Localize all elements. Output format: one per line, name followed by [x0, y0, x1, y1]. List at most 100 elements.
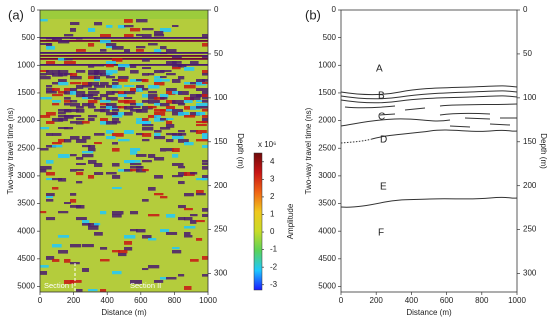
radargram-speckle — [100, 100, 111, 103]
radargram-speckle — [100, 118, 108, 122]
radargram-speckle — [52, 100, 61, 103]
radargram-speckle — [178, 172, 187, 176]
radargram-speckle — [148, 73, 155, 76]
radargram-speckle — [88, 106, 96, 109]
horizon — [344, 103, 518, 111]
radargram-speckle — [100, 259, 110, 262]
radargram-speckle — [58, 154, 70, 158]
radargram-speckle — [160, 109, 172, 112]
radargram-speckle — [70, 28, 77, 32]
radargram-speckle — [46, 145, 57, 148]
radargram-speckle — [142, 199, 149, 202]
y-tick-label: 4500 — [17, 254, 35, 263]
y2-tick-label: 50 — [214, 49, 223, 58]
colorbar-tick-label: 0 — [270, 227, 275, 236]
radargram-band — [40, 13, 208, 16]
radargram-speckle — [166, 91, 176, 95]
radargram-speckle — [112, 79, 120, 82]
radargram-speckle — [166, 121, 173, 125]
radargram-speckle — [190, 97, 201, 100]
radargram-speckle — [94, 73, 103, 76]
radargram-speckle — [58, 40, 70, 44]
radargram-speckle — [94, 142, 102, 145]
radargram-speckle — [88, 289, 98, 292]
radargram-speckle — [160, 52, 168, 55]
radargram-speckle — [202, 160, 208, 163]
radargram-speckle — [154, 157, 165, 161]
radargram-speckle — [196, 79, 206, 83]
radargram-speckle — [142, 124, 154, 127]
radargram-speckle — [136, 118, 148, 121]
radargram-speckle — [94, 163, 103, 167]
radargram-speckle — [112, 115, 123, 118]
y-tick-label: 500 — [323, 33, 337, 42]
radargram-speckle — [184, 82, 195, 85]
x-axis-title: Distance (m) — [406, 308, 452, 317]
radargram-speckle — [142, 268, 149, 271]
radargram-speckle — [76, 169, 84, 172]
radargram-speckle — [106, 103, 117, 107]
radargram-speckle — [100, 40, 111, 44]
radargram-speckle — [70, 244, 82, 248]
radargram-band — [40, 40, 208, 42]
radargram-speckle — [64, 202, 71, 205]
radargram-speckle — [160, 76, 167, 79]
radargram-speckle — [94, 76, 101, 80]
radargram-speckle — [148, 100, 160, 104]
radargram-speckle — [136, 46, 146, 49]
y2-tick-label: 150 — [523, 137, 537, 146]
radargram-speckle — [40, 166, 52, 170]
radargram-speckle — [202, 70, 208, 74]
radargram-speckle — [172, 133, 183, 136]
radargram-speckle — [64, 259, 71, 263]
radargram-speckle — [100, 121, 111, 125]
radargram-speckle — [172, 25, 179, 28]
radargram-speckle — [178, 64, 187, 68]
radargram-speckle — [154, 103, 162, 106]
radargram-speckle — [154, 79, 162, 83]
radargram-speckle — [184, 232, 191, 236]
radargram-speckle — [136, 133, 144, 136]
x-tick-label: 800 — [168, 296, 182, 305]
colorbar-tick-label: 3 — [270, 174, 275, 183]
radargram-speckle — [88, 28, 96, 32]
radargram-speckle — [118, 100, 129, 103]
radargram-speckle — [160, 118, 168, 121]
radargram-speckle — [190, 259, 199, 262]
radargram-speckle — [94, 172, 104, 175]
radargram-speckle — [70, 73, 78, 77]
radargram-speckle — [100, 82, 109, 86]
radargram-speckle — [136, 79, 146, 82]
radargram-speckle — [130, 280, 142, 284]
annotation: F — [378, 228, 384, 239]
radargram-speckle — [40, 169, 47, 173]
radargram-speckle — [202, 97, 208, 100]
radargram-speckle — [196, 121, 206, 124]
radargram-speckle — [166, 73, 176, 76]
radargram-speckle — [154, 76, 163, 79]
radargram-speckle — [100, 103, 109, 106]
radargram-band — [40, 55, 208, 57]
radargram-speckle — [46, 160, 54, 164]
y2-tick-label: 50 — [523, 49, 532, 58]
radargram-speckle — [106, 73, 113, 76]
radargram-speckle — [118, 25, 126, 29]
radargram-speckle — [100, 247, 108, 250]
radargram-speckle — [88, 76, 97, 80]
radargram-speckle — [100, 73, 110, 77]
radargram-speckle — [46, 46, 56, 50]
y2-tick-label: 250 — [214, 225, 228, 234]
radargram-speckle — [184, 172, 195, 176]
x-tick-label: 0 — [339, 296, 344, 305]
annotation: Section I — [44, 281, 73, 290]
radargram-speckle — [154, 49, 162, 53]
radargram-speckle — [94, 133, 105, 136]
radargram-speckle — [88, 148, 96, 152]
radargram-speckle — [46, 70, 53, 74]
radargram-speckle — [76, 205, 85, 209]
radargram-speckle — [124, 235, 136, 239]
y-tick-label: 0 — [31, 5, 36, 14]
radargram-speckle — [52, 259, 60, 262]
horizon — [371, 129, 518, 140]
radargram-speckle — [124, 91, 136, 95]
